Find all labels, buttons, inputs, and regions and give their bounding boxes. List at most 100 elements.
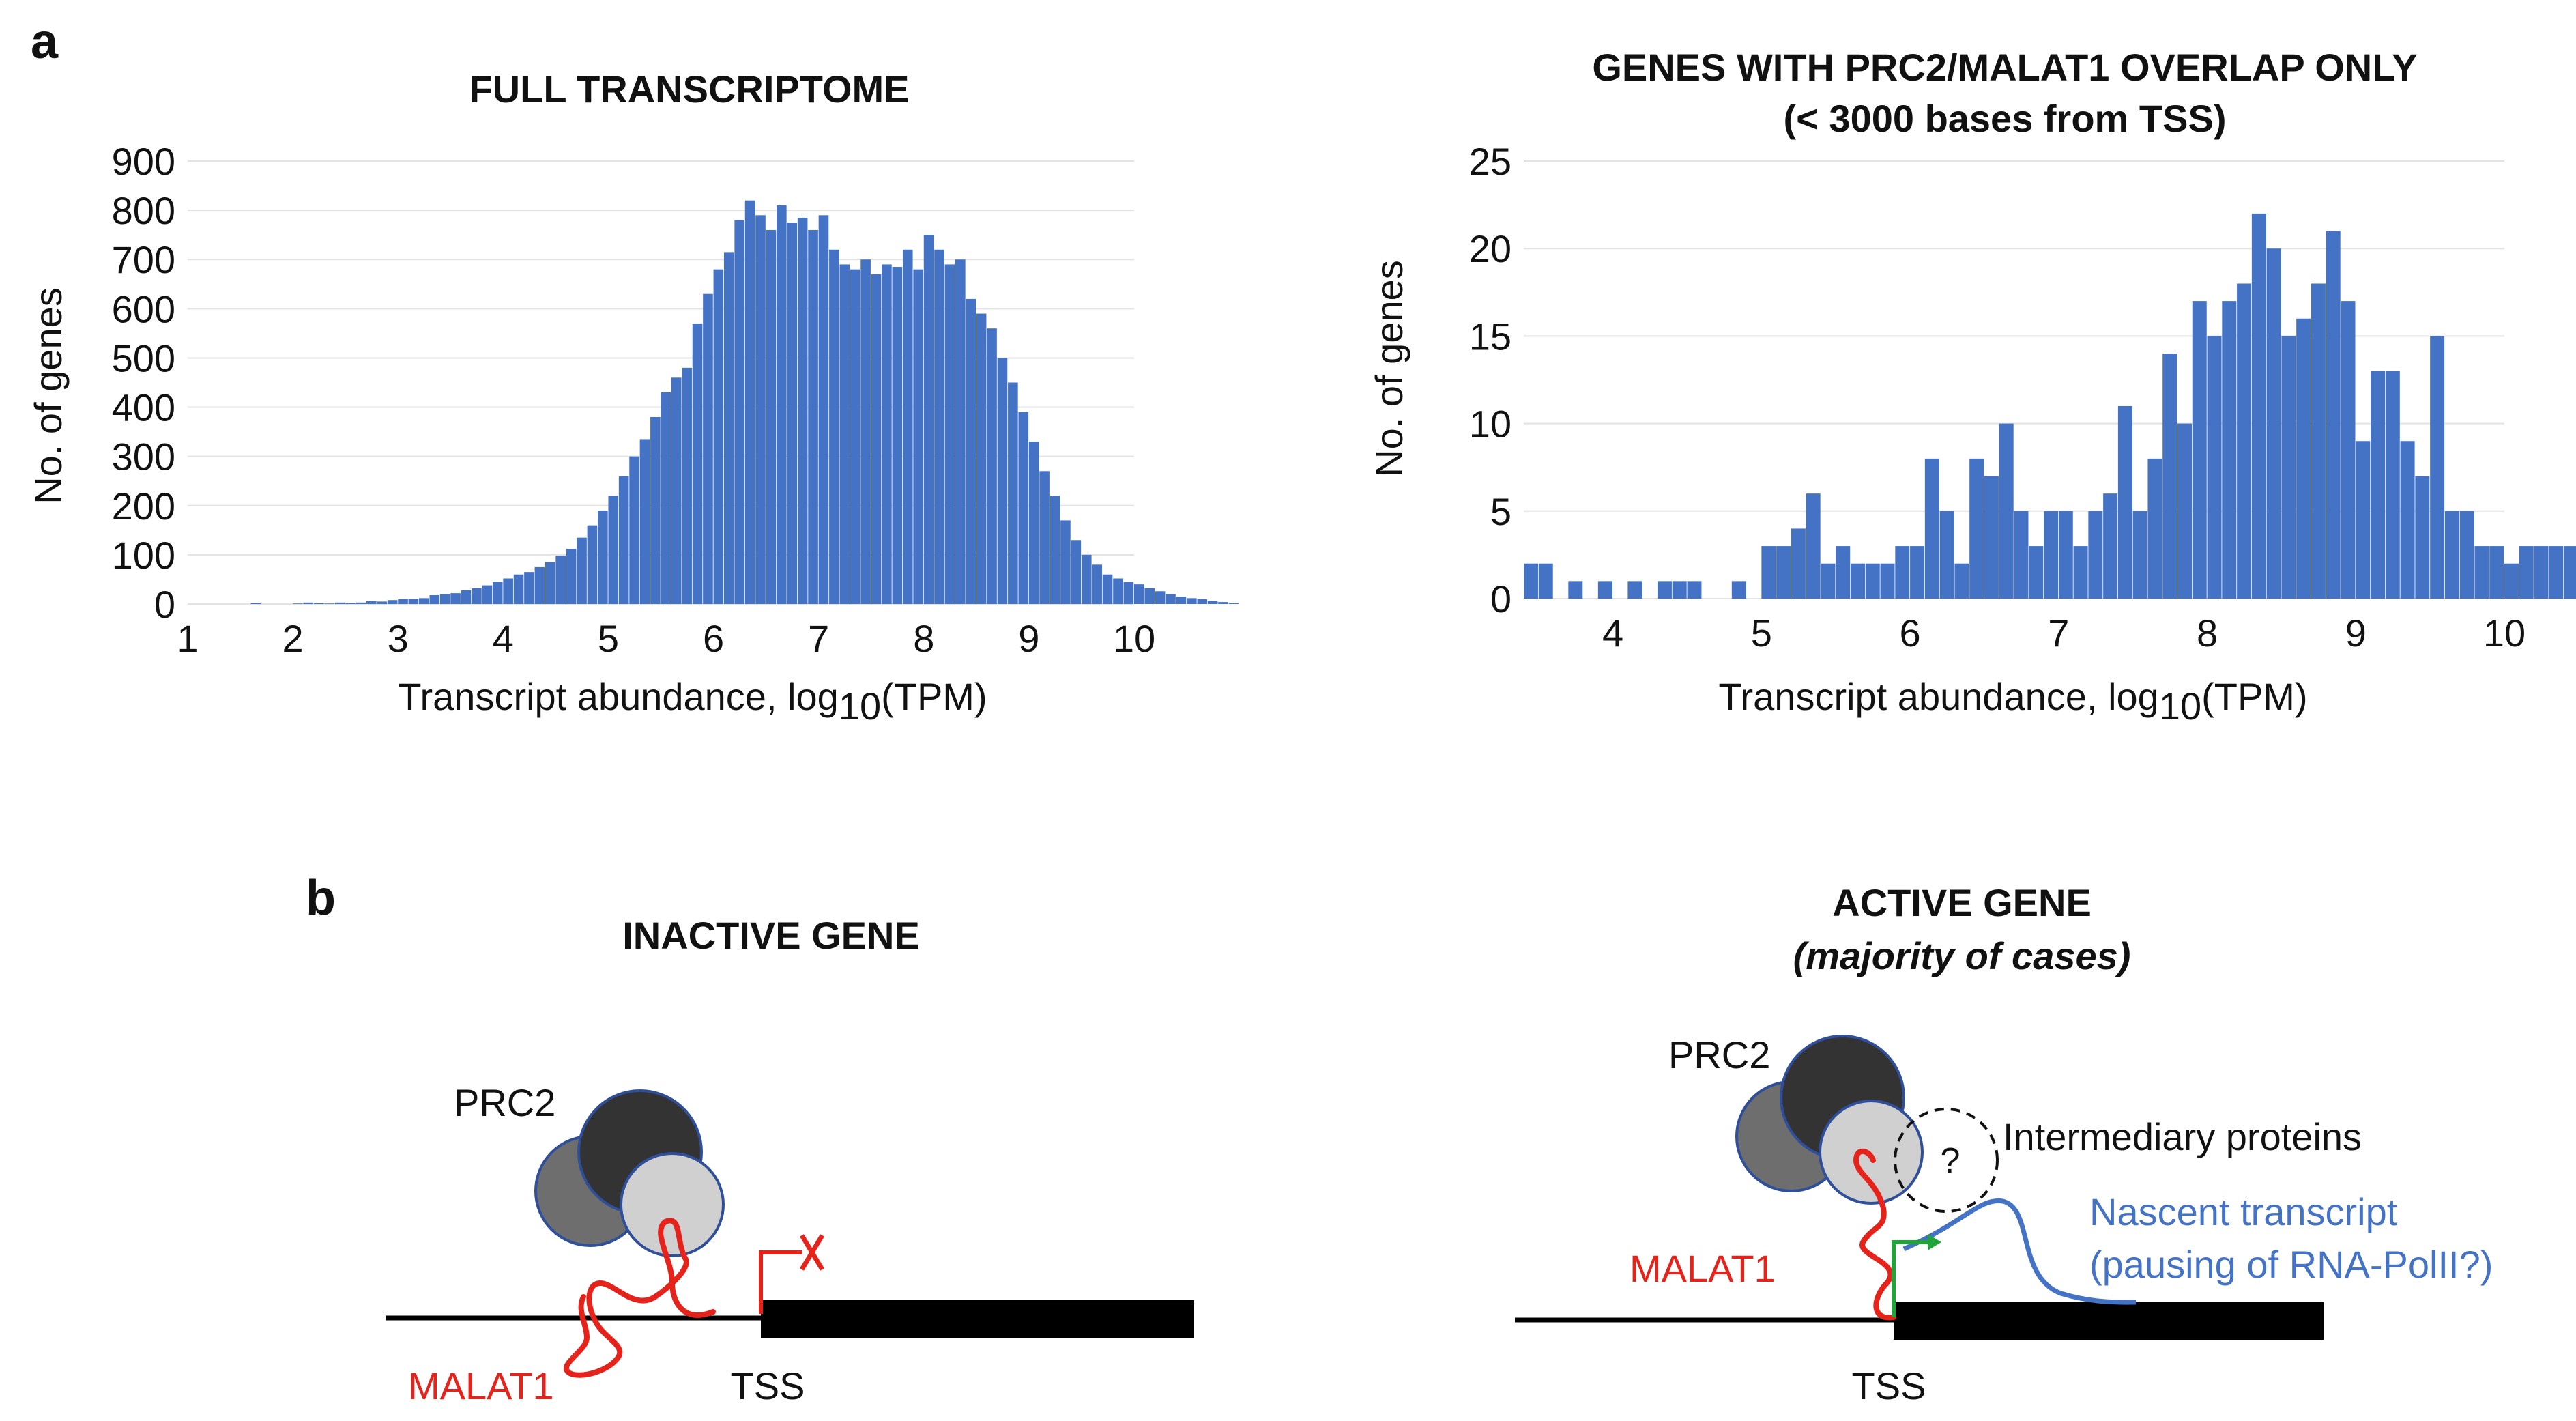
histogram-bar bbox=[871, 274, 882, 604]
diagram-inactive-gene: INACTIVE GENE PRC2 MALAT1 TSS bbox=[386, 914, 1194, 1407]
histogram-bar bbox=[429, 595, 440, 604]
histogram-bar bbox=[439, 594, 450, 604]
histogram-bar bbox=[2326, 231, 2341, 599]
chart-full-transcriptome: FULL TRANSCRIPTOME 010020030040050060070… bbox=[27, 68, 1239, 728]
y-tick-label: 900 bbox=[112, 140, 175, 183]
y-tick-label: 5 bbox=[1490, 490, 1511, 533]
histogram-bar bbox=[1134, 584, 1144, 604]
histogram-bar bbox=[1984, 476, 1999, 599]
chart2-xlabel: Transcript abundance, log10(TPM) bbox=[1718, 675, 2307, 728]
histogram-bar bbox=[1050, 496, 1060, 604]
histogram-bar bbox=[2044, 511, 2059, 599]
chart1-x-ticks: 1 2 3 4 5 6 7 8 9 10 bbox=[177, 617, 1155, 660]
active-title: ACTIVE GENE bbox=[1832, 881, 2092, 924]
histogram-bar bbox=[755, 215, 766, 604]
y-tick-label: 800 bbox=[112, 189, 175, 232]
histogram-bar bbox=[1113, 578, 1123, 604]
diagram-active-gene: ACTIVE GENE (majority of cases) PRC2 ? I… bbox=[1515, 881, 2493, 1407]
histogram-bar bbox=[345, 603, 356, 604]
histogram-bar bbox=[313, 603, 324, 604]
chart1-bars bbox=[250, 200, 1239, 605]
inactive-tss-arrow bbox=[759, 1250, 802, 1314]
histogram-bar bbox=[1081, 554, 1092, 604]
histogram-bar bbox=[1060, 520, 1071, 604]
histogram-bar bbox=[2132, 511, 2147, 599]
histogram-bar bbox=[1228, 603, 1239, 604]
histogram-bar bbox=[639, 439, 650, 604]
histogram-bar bbox=[492, 582, 503, 604]
histogram-bar bbox=[2519, 546, 2534, 599]
x-tick-label: 6 bbox=[703, 617, 724, 660]
chart1-xlabel: Transcript abundance, log10(TPM) bbox=[398, 675, 987, 728]
histogram-bar bbox=[2266, 248, 2281, 599]
histogram-bar bbox=[2400, 441, 2415, 599]
chart2-y-ticks: 0 5 10 15 20 25 bbox=[1469, 140, 1511, 620]
histogram-bar bbox=[2162, 354, 2177, 599]
histogram-bar bbox=[944, 264, 955, 604]
histogram-bar bbox=[598, 510, 608, 604]
x-tick-label: 3 bbox=[388, 617, 409, 660]
histogram-bar bbox=[1657, 581, 1672, 599]
chart2-ylabel: No. of genes bbox=[1367, 260, 1410, 477]
y-tick-label: 700 bbox=[112, 238, 175, 281]
histogram-bar bbox=[1880, 563, 1895, 599]
histogram-bar bbox=[902, 249, 913, 604]
y-tick-label: 600 bbox=[112, 287, 175, 330]
active-malat1-rna bbox=[1853, 1148, 1896, 1321]
histogram-bar bbox=[1910, 546, 1925, 599]
histogram-bar bbox=[2371, 371, 2386, 599]
histogram-bar bbox=[1687, 581, 1702, 599]
y-tick-label: 200 bbox=[112, 485, 175, 528]
histogram-bar bbox=[839, 264, 850, 604]
histogram-bar bbox=[250, 603, 261, 604]
histogram-bar bbox=[408, 599, 419, 604]
chart1-title: FULL TRANSCRIPTOME bbox=[469, 68, 909, 111]
histogram-bar bbox=[2459, 511, 2474, 599]
histogram-bar bbox=[777, 205, 787, 604]
histogram-bar bbox=[1123, 582, 1134, 604]
histogram-bar bbox=[797, 217, 808, 605]
x-tick-label: 5 bbox=[1751, 612, 1772, 655]
histogram-bar bbox=[976, 313, 987, 604]
y-tick-label: 25 bbox=[1469, 140, 1511, 183]
histogram-bar bbox=[734, 220, 744, 604]
histogram-bar bbox=[1836, 546, 1851, 599]
inactive-title: INACTIVE GENE bbox=[622, 914, 920, 957]
y-tick-label: 500 bbox=[112, 336, 175, 379]
x-tick-label: 6 bbox=[1900, 612, 1921, 655]
chart2-xlabel-tail: (TPM) bbox=[2201, 675, 2308, 718]
chart2-xlabel-sub: 10 bbox=[2159, 685, 2201, 728]
histogram-bar bbox=[1524, 563, 1538, 599]
histogram-bar bbox=[2504, 563, 2519, 599]
histogram-bar bbox=[450, 593, 461, 604]
chart2-bars bbox=[1524, 213, 2576, 599]
histogram-bar bbox=[882, 264, 892, 604]
histogram-bar bbox=[2430, 336, 2445, 599]
active-prc2-complex bbox=[1735, 1035, 1924, 1205]
histogram-bar bbox=[1821, 563, 1836, 599]
y-tick-label: 0 bbox=[1490, 577, 1511, 620]
histogram-bar bbox=[1568, 581, 1583, 599]
active-tss-arrow bbox=[1892, 1240, 1931, 1317]
histogram-bar bbox=[618, 476, 629, 604]
panel-letter-b: b bbox=[306, 871, 336, 925]
histogram-bar bbox=[808, 229, 818, 604]
inactive-block-x-icon bbox=[799, 1234, 825, 1271]
histogram-bar bbox=[577, 537, 587, 604]
y-tick-label: 10 bbox=[1469, 403, 1511, 446]
histogram-bar bbox=[713, 269, 724, 604]
histogram-bar bbox=[1092, 564, 1102, 604]
histogram-bar bbox=[555, 556, 566, 604]
histogram-bar bbox=[1176, 597, 1187, 604]
histogram-bar bbox=[1865, 563, 1880, 599]
histogram-bar bbox=[2444, 511, 2459, 599]
chart2-x-ticks: 4 5 6 7 8 9 10 bbox=[1602, 612, 2526, 655]
histogram-bar bbox=[2549, 546, 2564, 599]
histogram-bar bbox=[629, 456, 639, 604]
histogram-bar bbox=[723, 252, 734, 605]
histogram-bar bbox=[2117, 405, 2132, 599]
inactive-tss-label: TSS bbox=[731, 1364, 805, 1407]
histogram-bar bbox=[534, 566, 545, 604]
histogram-bar bbox=[997, 358, 1008, 604]
